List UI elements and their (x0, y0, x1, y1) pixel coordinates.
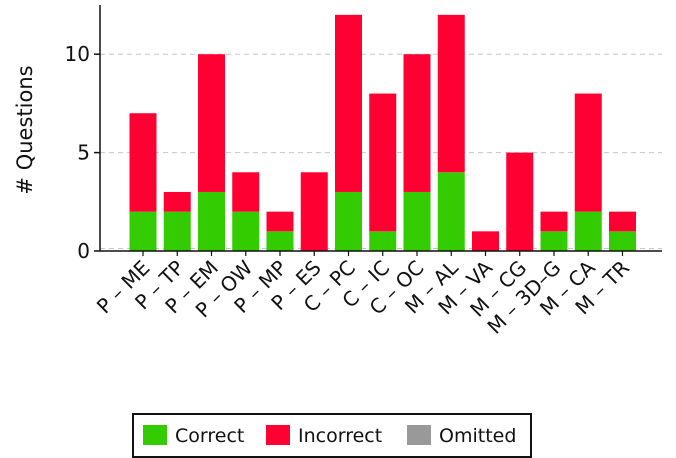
bar-incorrect (129, 113, 157, 212)
bar-correct (403, 191, 431, 251)
bar-correct (232, 211, 260, 251)
bars (129, 14, 636, 251)
legend-label-omitted: Omitted (439, 425, 516, 447)
legend-swatch-correct (143, 425, 167, 445)
legend-label-correct: Correct (175, 425, 244, 447)
bar-correct (540, 231, 568, 251)
bar-incorrect (540, 211, 568, 232)
bar-incorrect (232, 172, 260, 212)
y-tick-label: 10 (65, 42, 90, 66)
bar-incorrect (369, 93, 397, 232)
legend-swatch-incorrect (266, 425, 290, 445)
legend-label-incorrect: Incorrect (298, 425, 382, 447)
bar-incorrect (266, 211, 294, 232)
bar-incorrect (403, 54, 431, 192)
bar-correct (369, 231, 397, 251)
bar-correct (609, 231, 636, 251)
bar-incorrect (300, 172, 328, 251)
bar-correct (129, 211, 157, 251)
bar-correct (437, 172, 465, 251)
bar-incorrect (506, 152, 534, 251)
bar-incorrect (163, 191, 191, 212)
y-axis-label: # Questions (13, 65, 37, 194)
legend-box (132, 413, 532, 458)
bar-incorrect (472, 231, 499, 251)
bar-correct (198, 191, 225, 251)
bar-correct (574, 211, 602, 251)
bar-incorrect (574, 93, 602, 212)
bar-correct (335, 191, 362, 251)
legend: Correct Incorrect Omitted (132, 413, 532, 458)
legend-swatch-omitted (407, 425, 431, 445)
y-tick-label: 5 (77, 141, 90, 165)
bar-incorrect (609, 211, 636, 232)
bar-incorrect (198, 54, 225, 192)
bar-incorrect (437, 14, 465, 173)
y-tick-label: 0 (77, 239, 90, 263)
bar-incorrect (335, 14, 362, 192)
bar-correct (163, 211, 191, 251)
bar-correct (266, 231, 294, 251)
